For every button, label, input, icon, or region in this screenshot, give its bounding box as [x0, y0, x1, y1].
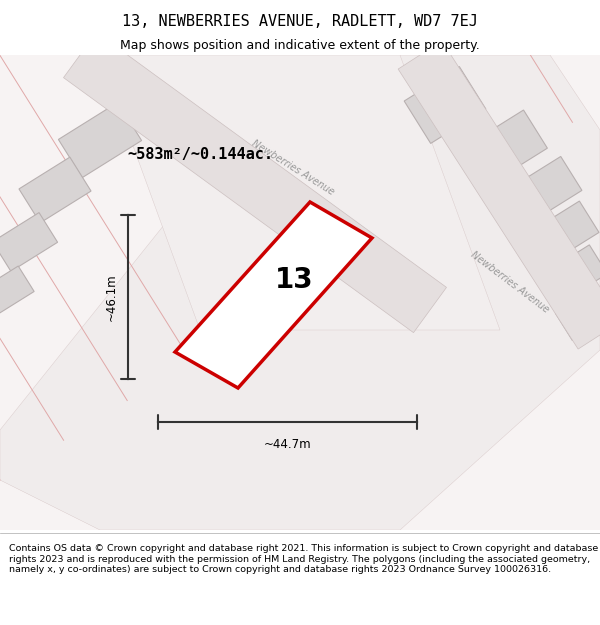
Polygon shape [100, 55, 500, 330]
Polygon shape [0, 55, 600, 530]
Text: Contains OS data © Crown copyright and database right 2021. This information is : Contains OS data © Crown copyright and d… [9, 544, 598, 574]
Text: ~583m²/~0.144ac.: ~583m²/~0.144ac. [127, 148, 273, 162]
Text: 13: 13 [274, 266, 313, 294]
Text: ~46.1m: ~46.1m [105, 273, 118, 321]
Polygon shape [58, 102, 142, 178]
Text: ~44.7m: ~44.7m [263, 438, 311, 451]
Polygon shape [548, 245, 600, 299]
Text: Newberries Avenue: Newberries Avenue [250, 139, 336, 198]
Polygon shape [64, 32, 446, 332]
Polygon shape [473, 110, 547, 180]
Polygon shape [537, 201, 599, 259]
Polygon shape [514, 156, 582, 219]
Text: Newberries Avenue: Newberries Avenue [469, 249, 551, 314]
Polygon shape [175, 202, 372, 388]
Polygon shape [404, 67, 486, 143]
Text: Map shows position and indicative extent of the property.: Map shows position and indicative extent… [120, 39, 480, 51]
Polygon shape [556, 289, 600, 341]
Polygon shape [0, 266, 34, 318]
Text: 13, NEWBERRIES AVENUE, RADLETT, WD7 7EJ: 13, NEWBERRIES AVENUE, RADLETT, WD7 7EJ [122, 14, 478, 29]
Polygon shape [398, 41, 600, 349]
Polygon shape [0, 55, 600, 530]
Polygon shape [19, 157, 91, 223]
Polygon shape [0, 213, 58, 271]
